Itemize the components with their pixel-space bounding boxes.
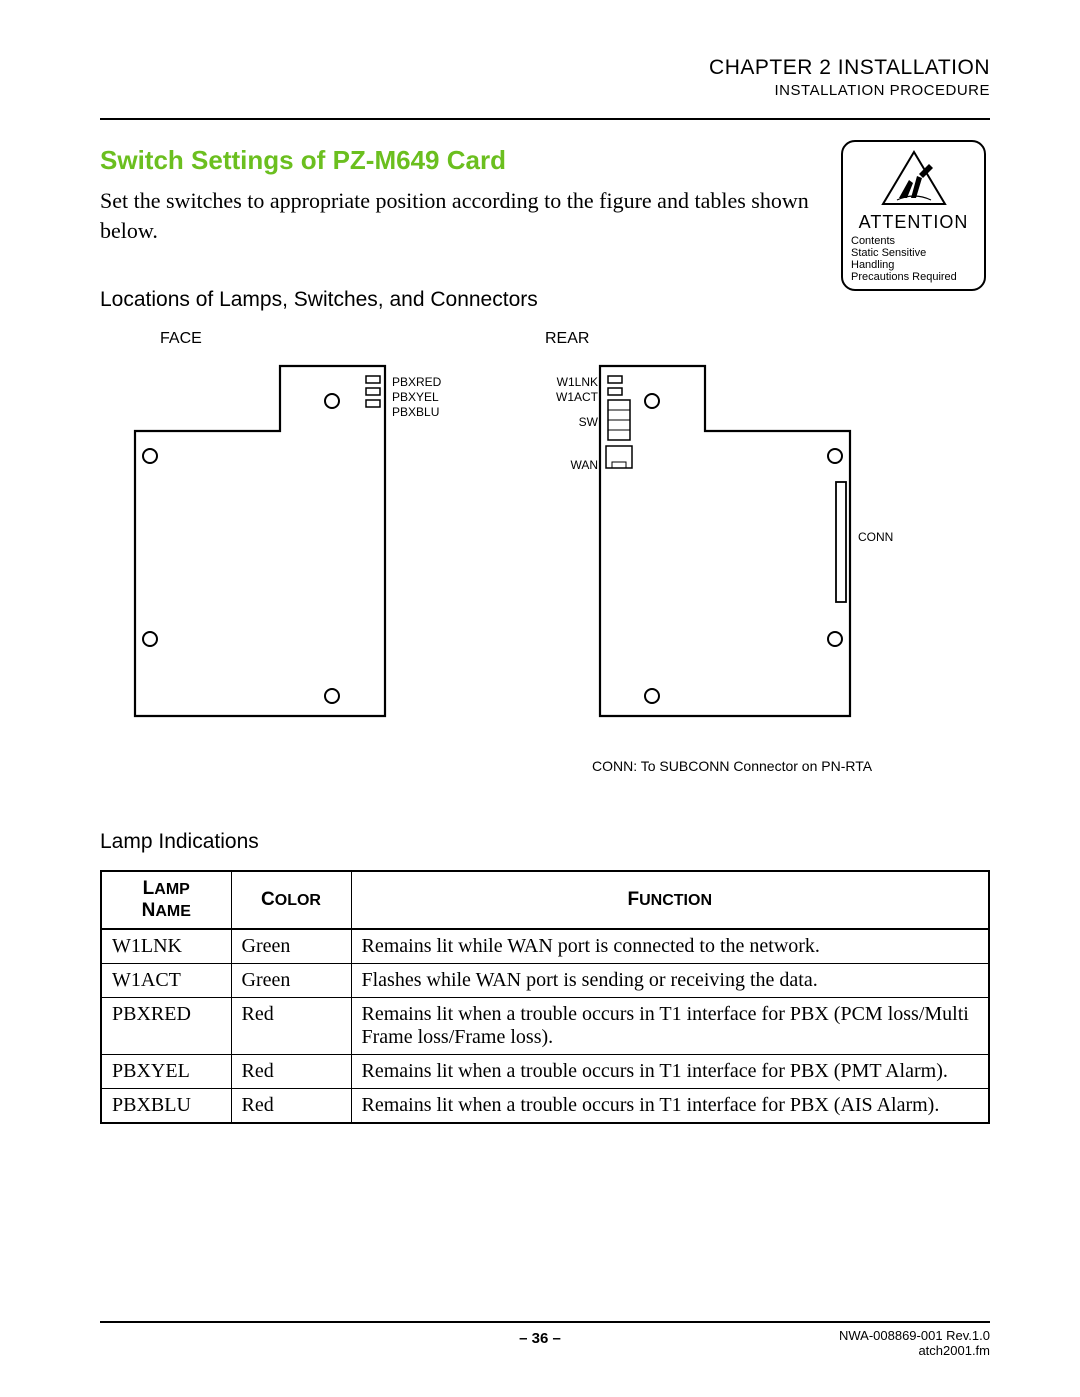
rear-conn-label: CONN <box>858 530 904 545</box>
subhead-locations: Locations of Lamps, Switches, and Connec… <box>100 288 538 312</box>
page: CHAPTER 2 INSTALLATION INSTALLATION PROC… <box>0 0 1080 1397</box>
attention-box: ATTENTION Contents Static Sensitive Hand… <box>841 140 986 291</box>
cell-lamp: PBXBLU <box>101 1089 231 1124</box>
attention-lines: Contents Static Sensitive Handling Preca… <box>851 235 976 283</box>
table-row: W1ACT Green Flashes while WAN port is se… <box>101 964 989 998</box>
subhead-lamp: Lamp Indications <box>100 830 259 854</box>
footer-doc: NWA-008869-001 Rev.1.0 <box>839 1328 990 1344</box>
cell-func: Remains lit when a trouble occurs in T1 … <box>351 1055 989 1089</box>
header-chapter: CHAPTER 2 INSTALLATION <box>709 56 990 80</box>
rule-top <box>100 118 990 120</box>
attention-line: Precautions Required <box>851 271 976 283</box>
esd-hand-icon <box>879 150 949 210</box>
led-label: PBXRED <box>392 375 441 390</box>
face-board-svg <box>50 346 450 746</box>
face-led-list: PBXRED PBXYEL PBXBLU <box>392 375 441 420</box>
cell-func: Remains lit while WAN port is connected … <box>351 929 989 964</box>
cell-lamp: W1LNK <box>101 929 231 964</box>
cell-color: Green <box>231 964 351 998</box>
cell-lamp: W1ACT <box>101 964 231 998</box>
table-row: PBXBLU Red Remains lit when a trouble oc… <box>101 1089 989 1124</box>
section-title: Switch Settings of PZ-M649 Card <box>100 145 506 176</box>
lamp-table-body: W1LNK Green Remains lit while WAN port i… <box>101 929 989 1123</box>
cell-lamp: PBXYEL <box>101 1055 231 1089</box>
rule-bottom <box>100 1321 990 1323</box>
rear-label-item: W1ACT <box>538 390 598 405</box>
th-lamp-name: LAMPNAME <box>101 871 231 929</box>
rear-label-item: W1LNK <box>538 375 598 390</box>
table-row: W1LNK Green Remains lit while WAN port i… <box>101 929 989 964</box>
rear-top-labels: W1LNK W1ACT SW WAN <box>538 375 598 473</box>
attention-line: Contents <box>851 235 976 247</box>
attention-line: Static Sensitive <box>851 247 976 259</box>
cell-color: Red <box>231 1089 351 1124</box>
diagram-area: FACE REAR PBXRED PBXYEL PBXBLU <box>100 330 980 810</box>
conn-note: CONN: To SUBCONN Connector on PN-RTA <box>592 758 872 774</box>
attention-title: ATTENTION <box>851 212 976 233</box>
footer-file: atch2001.fm <box>839 1343 990 1359</box>
lamp-table-wrap: LAMPNAME COLOR FUNCTION W1LNK Green Rema… <box>100 870 990 1124</box>
attention-line: Handling <box>851 259 976 271</box>
footer-right: NWA-008869-001 Rev.1.0 atch2001.fm <box>839 1328 990 1359</box>
table-row: PBXRED Red Remains lit when a trouble oc… <box>101 998 989 1055</box>
lamp-table: LAMPNAME COLOR FUNCTION W1LNK Green Rema… <box>100 870 990 1124</box>
header-sub: INSTALLATION PROCEDURE <box>709 82 990 99</box>
rear-label-item: SW <box>538 415 598 430</box>
led-label: PBXYEL <box>392 390 441 405</box>
cell-func: Flashes while WAN port is sending or rec… <box>351 964 989 998</box>
cell-func: Remains lit when a trouble occurs in T1 … <box>351 998 989 1055</box>
cell-color: Green <box>231 929 351 964</box>
led-label: PBXBLU <box>392 405 441 420</box>
th-color: COLOR <box>231 871 351 929</box>
cell-func: Remains lit when a trouble occurs in T1 … <box>351 1089 989 1124</box>
cell-color: Red <box>231 1055 351 1089</box>
rear-label-item: WAN <box>538 458 598 473</box>
th-function: FUNCTION <box>351 871 989 929</box>
header-right: CHAPTER 2 INSTALLATION INSTALLATION PROC… <box>709 56 990 99</box>
table-header-row: LAMPNAME COLOR FUNCTION <box>101 871 989 929</box>
intro-text: Set the switches to appropriate position… <box>100 186 860 245</box>
table-row: PBXYEL Red Remains lit when a trouble oc… <box>101 1055 989 1089</box>
cell-color: Red <box>231 998 351 1055</box>
cell-lamp: PBXRED <box>101 998 231 1055</box>
